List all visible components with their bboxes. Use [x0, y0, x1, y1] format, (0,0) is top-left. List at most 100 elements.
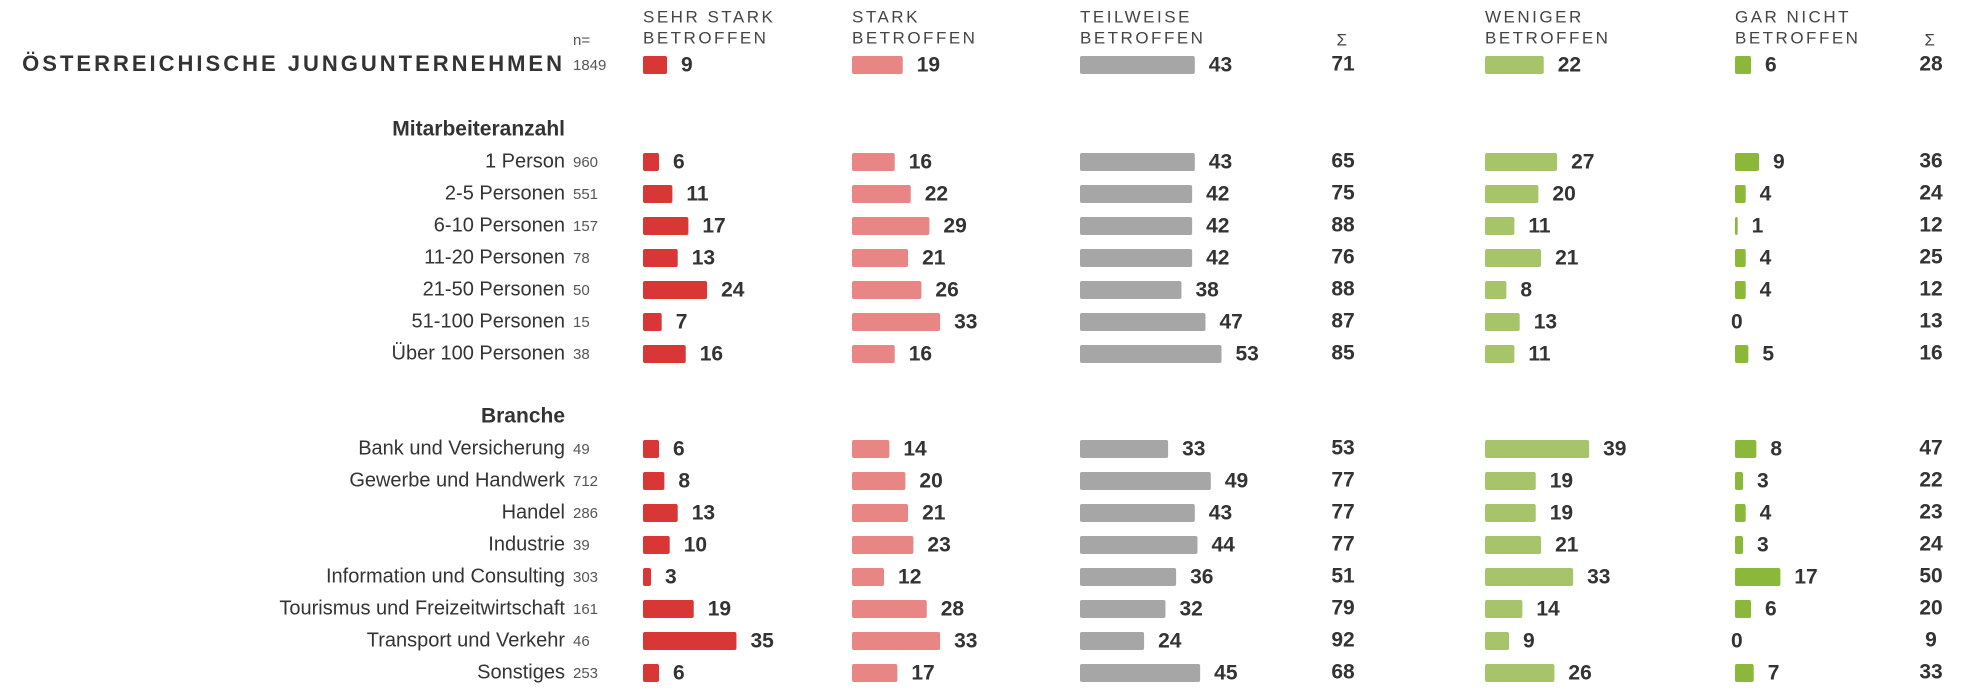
value-label: 9 — [1523, 630, 1535, 653]
bar — [1485, 504, 1536, 522]
sum-value: 77 — [1331, 469, 1354, 492]
row-label: Handel — [502, 501, 565, 523]
bar — [1080, 664, 1201, 682]
column-header: WENIGER — [1485, 7, 1584, 26]
bar — [1485, 472, 1536, 490]
sum-value: 77 — [1331, 501, 1354, 524]
bar — [643, 249, 678, 267]
row-label: ÖSTERREICHISCHE JUNGUNTERNEHMEN — [22, 51, 565, 76]
value-label: 49 — [1225, 470, 1248, 493]
row-n: 960 — [573, 154, 598, 171]
value-label: 4 — [1760, 247, 1772, 270]
bar — [1735, 345, 1749, 363]
value-label: 8 — [1770, 438, 1782, 461]
value-label: 6 — [1765, 54, 1777, 77]
bar — [852, 56, 903, 74]
value-label: 0 — [1731, 630, 1743, 653]
row-label: Gewerbe und Handwerk — [349, 469, 566, 491]
value-label: 42 — [1206, 247, 1229, 270]
bar — [1735, 440, 1757, 458]
row-n: 50 — [573, 282, 590, 299]
row-n: 286 — [573, 505, 598, 522]
value-label: 38 — [1195, 279, 1219, 302]
value-label: 33 — [1182, 438, 1205, 461]
bar — [1485, 313, 1520, 331]
bar — [643, 568, 652, 586]
value-label: 21 — [1555, 247, 1579, 270]
bar — [643, 472, 665, 490]
value-label: 14 — [1536, 598, 1560, 621]
sum-value: 22 — [1919, 469, 1942, 492]
sum-value: 65 — [1331, 150, 1355, 173]
value-label: 33 — [1587, 566, 1610, 589]
value-label: 17 — [702, 215, 725, 238]
bar — [643, 440, 660, 458]
row-label: 51-100 Personen — [412, 310, 565, 332]
value-label: 7 — [1768, 662, 1780, 685]
sum-value: 68 — [1331, 661, 1355, 684]
value-label: 43 — [1209, 151, 1232, 174]
sum-value: 16 — [1919, 342, 1942, 365]
column-header: Σ — [1924, 30, 1937, 49]
bar — [1485, 600, 1523, 618]
bar — [1485, 632, 1510, 650]
sum-value: 24 — [1919, 533, 1943, 556]
column-header: GAR NICHT — [1735, 7, 1851, 26]
sum-value: 47 — [1919, 437, 1942, 460]
group-title: Mitarbeiteranzahl — [392, 118, 565, 141]
bar — [643, 56, 668, 74]
bar — [1080, 632, 1145, 650]
value-label: 26 — [935, 279, 958, 302]
bar — [852, 153, 895, 171]
row-label: Sonstiges — [477, 661, 565, 683]
value-label: 9 — [1773, 151, 1785, 174]
bar — [1485, 249, 1542, 267]
column-header: BETROFFEN — [852, 28, 977, 47]
sum-value: 88 — [1331, 278, 1355, 301]
value-label: 22 — [1558, 54, 1581, 77]
bar — [852, 536, 914, 554]
sum-value: 36 — [1919, 150, 1942, 173]
sum-value: 33 — [1919, 661, 1942, 684]
value-label: 0 — [1731, 311, 1743, 334]
bar — [852, 313, 941, 331]
value-label: 53 — [1236, 343, 1259, 366]
value-label: 47 — [1219, 311, 1242, 334]
bar — [1080, 313, 1206, 331]
sum-value: 85 — [1331, 342, 1355, 365]
value-label: 17 — [1794, 566, 1817, 589]
value-label: 35 — [750, 630, 774, 653]
row-label: Tourismus und Freizeitwirtschaft — [279, 597, 565, 619]
value-label: 23 — [927, 534, 950, 557]
bar — [1080, 281, 1182, 299]
row-label: Industrie — [488, 533, 565, 555]
bar — [1485, 664, 1555, 682]
value-label: 6 — [1765, 598, 1777, 621]
value-label: 4 — [1760, 279, 1772, 302]
sum-value: 77 — [1331, 533, 1354, 556]
row-n: 78 — [573, 250, 590, 267]
bar — [852, 345, 895, 363]
bar — [643, 217, 689, 235]
row-n: 46 — [573, 633, 590, 650]
sum-value: 53 — [1331, 437, 1354, 460]
row-label: Bank und Versicherung — [358, 437, 565, 459]
value-label: 19 — [917, 54, 940, 77]
value-label: 20 — [919, 470, 942, 493]
bar — [1735, 472, 1744, 490]
value-label: 16 — [909, 151, 932, 174]
value-label: 3 — [1757, 470, 1769, 493]
value-label: 42 — [1206, 215, 1229, 238]
bar — [1735, 249, 1746, 267]
value-label: 33 — [954, 630, 977, 653]
column-header: Σ — [1336, 30, 1349, 49]
value-label: 7 — [676, 311, 688, 334]
bar — [1080, 185, 1193, 203]
value-label: 42 — [1206, 183, 1229, 206]
row-label: 1 Person — [485, 150, 565, 172]
sum-value: 28 — [1919, 53, 1943, 76]
bar — [852, 281, 922, 299]
value-label: 10 — [684, 534, 707, 557]
value-label: 33 — [954, 311, 977, 334]
bar — [852, 600, 927, 618]
